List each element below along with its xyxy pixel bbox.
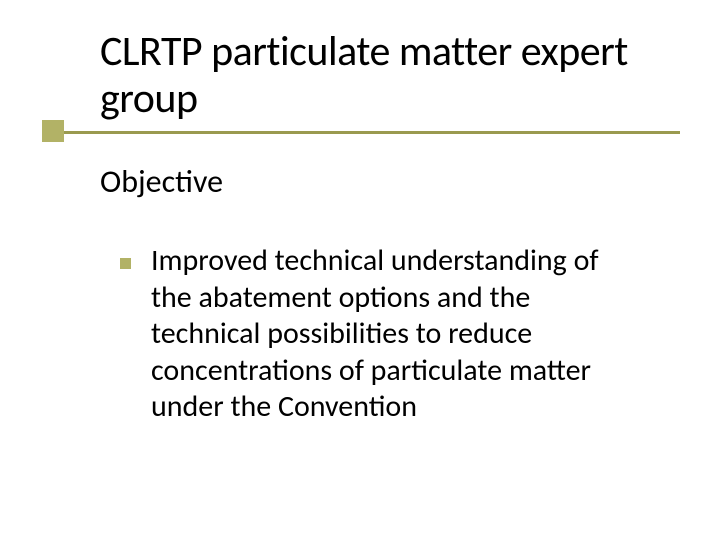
list-item: Improved technical understanding of the … [100,243,640,426]
bullet-text: Improved technical understanding of the … [151,243,640,426]
title-block: CLRTP particulate matter expert group [100,28,640,138]
slide-body: Objective Improved technical understandi… [100,162,640,426]
accent-square-icon [42,120,64,142]
title-underline [64,131,680,134]
title-accent [100,128,640,138]
square-bullet-icon [120,258,131,269]
slide-title: CLRTP particulate matter expert group [100,28,640,122]
slide: CLRTP particulate matter expert group Ob… [0,0,720,540]
subheading: Objective [100,162,640,201]
